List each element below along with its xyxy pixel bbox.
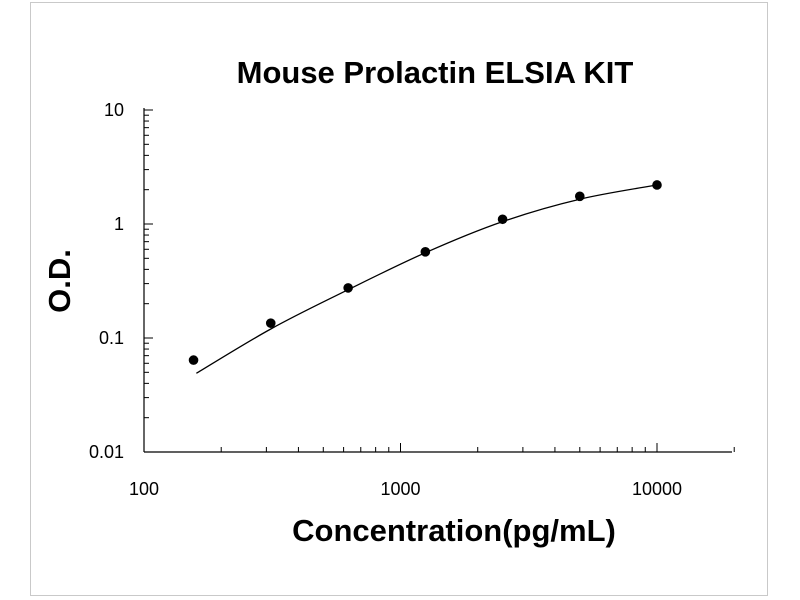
x-axis-label: Concentration(pg/mL)	[292, 513, 616, 548]
y-axis-label: O.D.	[42, 249, 77, 313]
data-point	[652, 180, 662, 190]
axes	[143, 108, 732, 453]
y-tick-label: 0.1	[99, 328, 124, 348]
data-point	[265, 318, 276, 328]
x-tick-label: 100	[129, 479, 159, 499]
y-tick-label: 1	[114, 214, 124, 234]
x-tick-label: 1000	[380, 479, 420, 499]
fit-curve-layer	[196, 184, 658, 374]
data-point	[574, 191, 585, 202]
data-point	[343, 283, 353, 293]
chart-title: Mouse Prolactin ELSIA KIT	[237, 55, 634, 90]
data-point	[497, 214, 508, 225]
y-tick-label: 10	[104, 100, 124, 120]
data-points-layer	[188, 180, 662, 365]
data-point	[420, 247, 431, 257]
fit-curve	[196, 184, 658, 374]
x-tick-label: 10000	[632, 479, 682, 499]
data-point	[188, 355, 199, 365]
ticks	[143, 109, 735, 453]
chart-frame	[30, 2, 768, 596]
y-tick-label: 0.01	[89, 442, 124, 462]
